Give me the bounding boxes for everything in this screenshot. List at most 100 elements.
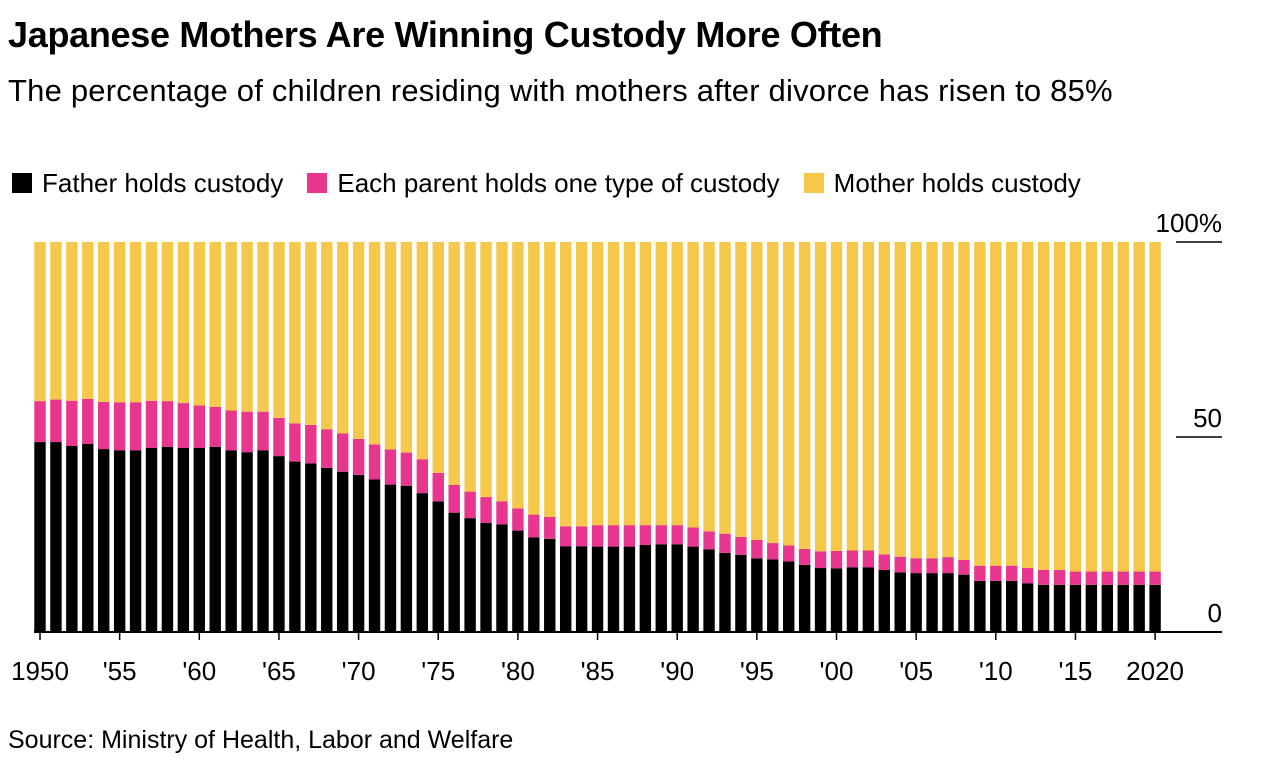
bar-father-2002	[862, 567, 875, 632]
bar-each-parent-2002	[862, 550, 875, 568]
bar-father-1950	[34, 442, 46, 632]
bar-each-parent-2015	[1069, 571, 1082, 585]
legend-swatch-father	[12, 173, 32, 193]
bar-each-parent-2000	[830, 550, 843, 569]
bar-mother-1996	[767, 242, 779, 544]
bar-mother-1952	[66, 242, 78, 401]
bar-father-1980	[512, 530, 524, 632]
y-tick-label-0: 0	[1208, 598, 1222, 628]
bar-father-1955	[113, 450, 126, 632]
bar-mother-1978	[480, 242, 492, 498]
bar-mother-2007	[942, 242, 954, 558]
bar-each-parent-1978	[480, 497, 492, 523]
bar-each-parent-1990	[671, 525, 683, 545]
bar-mother-1989	[655, 242, 667, 526]
bar-mother-1956	[129, 242, 142, 403]
bar-mother-1977	[464, 242, 476, 492]
bar-father-1984	[575, 546, 588, 632]
bar-mother-2008	[958, 242, 970, 560]
bar-father-2014	[1053, 584, 1066, 632]
bar-each-parent-1952	[66, 400, 78, 446]
bar-each-parent-1955	[113, 402, 126, 451]
bar-mother-1966	[289, 242, 301, 424]
legend-item-mother: Mother holds custody	[803, 167, 1081, 199]
bar-father-1965	[273, 456, 285, 632]
bar-father-1978	[480, 522, 492, 632]
bar-father-2010	[990, 580, 1002, 632]
bar-father-1960	[193, 447, 205, 632]
bar-father-1964	[257, 450, 269, 632]
bar-father-1985	[591, 546, 604, 632]
bar-mother-1961	[209, 242, 221, 407]
bar-mother-1975	[432, 242, 444, 473]
bar-father-1973	[400, 485, 413, 632]
bar-mother-1994	[735, 242, 747, 537]
bar-father-2015	[1069, 584, 1082, 632]
bar-each-parent-1972	[384, 449, 397, 485]
x-tick-label-2020: 2020	[1126, 656, 1184, 686]
legend-swatch-mother	[803, 173, 824, 193]
bar-mother-2005	[910, 242, 922, 559]
bar-each-parent-1962	[225, 410, 237, 451]
bar-each-parent-2006	[926, 558, 938, 574]
x-tick-label-2000: '00	[820, 656, 854, 686]
bar-each-parent-1968	[321, 429, 333, 468]
bar-each-parent-1993	[719, 533, 731, 553]
bar-each-parent-1958	[161, 401, 174, 447]
bar-mother-1980	[512, 242, 524, 509]
bar-each-parent-1959	[177, 403, 190, 448]
bar-mother-2001	[846, 242, 859, 551]
bar-each-parent-1986	[607, 525, 620, 547]
bar-father-1958	[161, 446, 174, 632]
bar-each-parent-1975	[432, 472, 444, 502]
bar-each-parent-1998	[798, 548, 811, 565]
bar-mother-2019	[1133, 242, 1145, 572]
bar-mother-1965	[273, 242, 285, 418]
bar-each-parent-1960	[193, 405, 205, 448]
bar-each-parent-2018	[1117, 571, 1129, 585]
x-tick-label-1980: '80	[501, 656, 535, 686]
bar-each-parent-1951	[50, 399, 62, 443]
bar-father-1957	[145, 447, 158, 632]
bar-father-1986	[607, 546, 620, 632]
bar-father-2016	[1085, 584, 1098, 632]
bar-mother-1973	[400, 242, 413, 453]
bar-mother-1974	[416, 242, 429, 460]
bar-each-parent-2007	[942, 557, 954, 574]
bar-father-2013	[1037, 584, 1050, 632]
bar-mother-1957	[145, 242, 158, 401]
bar-mother-1958	[161, 242, 174, 402]
bar-each-parent-1989	[655, 525, 667, 545]
bar-mother-2009	[974, 242, 986, 566]
bar-mother-1962	[225, 242, 237, 411]
bar-each-parent-2014	[1053, 569, 1066, 585]
bar-each-parent-1950	[34, 401, 46, 443]
bar-each-parent-1999	[814, 551, 827, 569]
legend-item-father: Father holds custody	[12, 168, 283, 199]
bar-father-2006	[926, 573, 938, 632]
bar-mother-2000	[830, 242, 843, 551]
bar-father-1968	[321, 467, 333, 632]
bar-each-parent-2008	[958, 559, 970, 575]
bar-each-parent-1971	[368, 444, 381, 480]
bar-father-2005	[910, 573, 922, 632]
bar-each-parent-1961	[209, 406, 221, 447]
bar-each-parent-1954	[98, 401, 110, 450]
legend-label-mother: Mother holds custody	[833, 167, 1081, 198]
bar-father-1988	[639, 545, 652, 632]
bar-each-parent-1970	[352, 438, 365, 475]
bar-each-parent-2020	[1149, 571, 1161, 585]
bar-father-1961	[209, 446, 221, 632]
bar-mother-1990	[671, 242, 683, 526]
bar-mother-1950	[34, 242, 46, 402]
bar-father-1999	[814, 568, 827, 632]
bar-mother-2013	[1037, 242, 1050, 570]
bar-mother-1981	[528, 242, 540, 515]
bar-each-parent-1996	[767, 543, 779, 560]
bar-father-2011	[1006, 580, 1018, 632]
bar-father-2017	[1101, 584, 1114, 632]
bar-father-1993	[719, 552, 731, 632]
bar-each-parent-1957	[145, 400, 158, 448]
bar-mother-1979	[496, 242, 508, 502]
bar-father-1970	[352, 474, 365, 632]
